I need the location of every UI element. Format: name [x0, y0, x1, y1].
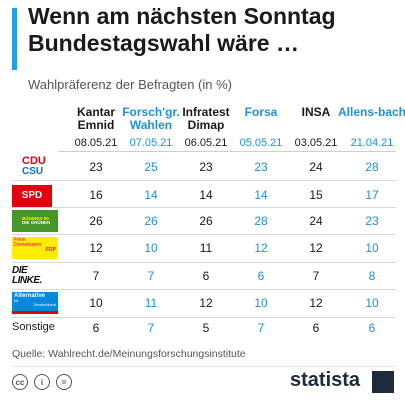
column-date: 06.05.21 [184, 137, 228, 149]
table-cell: 23 [89, 159, 103, 174]
table-cell: 23 [199, 159, 213, 174]
chart-title: Wenn am nächsten Sonntag Bundestagswahl … [28, 3, 336, 56]
logo-text: Freie [14, 237, 26, 243]
table-cell: 10 [365, 296, 379, 310]
row-divider [12, 262, 396, 263]
logo-text: Alternative [14, 293, 46, 299]
table-cell: 12 [254, 241, 268, 255]
table-cell: 24 [309, 159, 323, 174]
column-header: Allens-bach [337, 105, 405, 119]
table-cell: 26 [199, 213, 213, 228]
logo-text: FDP [46, 247, 56, 253]
equals-icon: = [56, 374, 72, 390]
footer-divider [12, 366, 396, 367]
column-header: Forsa [244, 105, 278, 119]
table-cell: 25 [144, 159, 158, 174]
table-cell: 6 [92, 321, 100, 335]
logo-text: BÜNDNIS 90 [22, 215, 49, 221]
linke-logo: DIE LINKE. [12, 265, 58, 287]
table-cell: 6 [368, 321, 376, 335]
license-icons: cc i = [12, 374, 72, 390]
column-date: 03.05.21 [294, 137, 338, 149]
table-cell: 16 [89, 187, 103, 202]
column-header: Kantar Emnid [76, 105, 115, 132]
table-cell: 26 [89, 213, 103, 228]
logo-text: CSU [22, 166, 44, 177]
table-cell: 23 [254, 159, 268, 174]
table-cell: 14 [199, 187, 213, 202]
table-cell: 10 [365, 241, 379, 255]
table-cell: 10 [144, 241, 158, 255]
table-cell: 26 [144, 213, 158, 228]
header-divider [58, 151, 396, 152]
column-date: 07.05.21 [129, 137, 173, 149]
row-label: Sonstige [12, 321, 55, 333]
statista-logo-icon [372, 371, 394, 393]
logo-text: Deutschland [33, 302, 56, 307]
row-divider [12, 317, 396, 318]
logo-text: Demokraten [14, 242, 42, 248]
table-cell: 15 [309, 187, 323, 202]
table-cell: 12 [309, 241, 323, 255]
table-cell: 7 [92, 268, 100, 283]
chart-subtitle: Wahlpräferenz der Befragten (in %) [28, 77, 233, 92]
column-header: Infratest Dimap [182, 105, 230, 132]
logo-text: SPD [21, 190, 43, 201]
afd-logo: Alternative für Deutschland [12, 292, 58, 314]
row-divider [12, 207, 396, 208]
column-header: INSA [301, 105, 331, 119]
table-cell: 6 [312, 321, 320, 335]
table-cell: 23 [365, 213, 379, 228]
column-date: 08.05.21 [74, 137, 118, 149]
table-cell: 28 [254, 213, 268, 228]
table-cell: 8 [368, 268, 376, 283]
row-divider [12, 180, 396, 181]
spd-logo: SPD [12, 185, 52, 207]
table-cell: 6 [257, 268, 265, 283]
table-cell: 7 [257, 321, 265, 335]
title-accent-bar [12, 8, 17, 70]
logo-text: für [14, 298, 19, 303]
table-cell: 5 [202, 321, 210, 335]
table-cell: 11 [144, 296, 158, 310]
logo-text: DIE GRÜNEN [22, 220, 51, 225]
logo-text: DIE LINKE. [12, 265, 42, 286]
table-cell: 28 [365, 159, 379, 174]
column-header: Forsch'gr. Wahlen [122, 105, 180, 132]
table-cell: 14 [254, 187, 268, 202]
column-date: 21.04.21 [350, 137, 394, 149]
table-cell: 12 [199, 296, 213, 310]
table-cell: 7 [312, 268, 320, 283]
column-date: 05.05.21 [239, 137, 283, 149]
fdp-logo: Freie Demokraten FDP [12, 237, 58, 259]
table-cell: 10 [89, 296, 103, 310]
row-divider [12, 289, 396, 290]
table-cell: 24 [309, 213, 323, 228]
table-cell: 7 [147, 321, 155, 335]
source-note: Quelle: Wahlrecht.de/Meinungsforschungsi… [12, 348, 246, 360]
table-cell: 11 [199, 241, 213, 255]
statista-wordmark: statista [290, 369, 361, 391]
cdu-csu-logo: CDU CSU [12, 156, 58, 178]
row-divider [12, 234, 396, 235]
table-cell: 7 [147, 268, 155, 283]
logo-text: CDU [22, 155, 46, 167]
table-cell: 10 [254, 296, 268, 310]
table-cell: 14 [144, 187, 158, 202]
gruene-logo: BÜNDNIS 90 DIE GRÜNEN [12, 210, 58, 232]
table-cell: 17 [365, 187, 379, 202]
cc-icon: cc [12, 374, 28, 390]
table-cell: 12 [89, 241, 103, 255]
table-cell: 6 [202, 268, 210, 283]
table-cell: 12 [309, 296, 323, 310]
person-icon: i [34, 374, 50, 390]
